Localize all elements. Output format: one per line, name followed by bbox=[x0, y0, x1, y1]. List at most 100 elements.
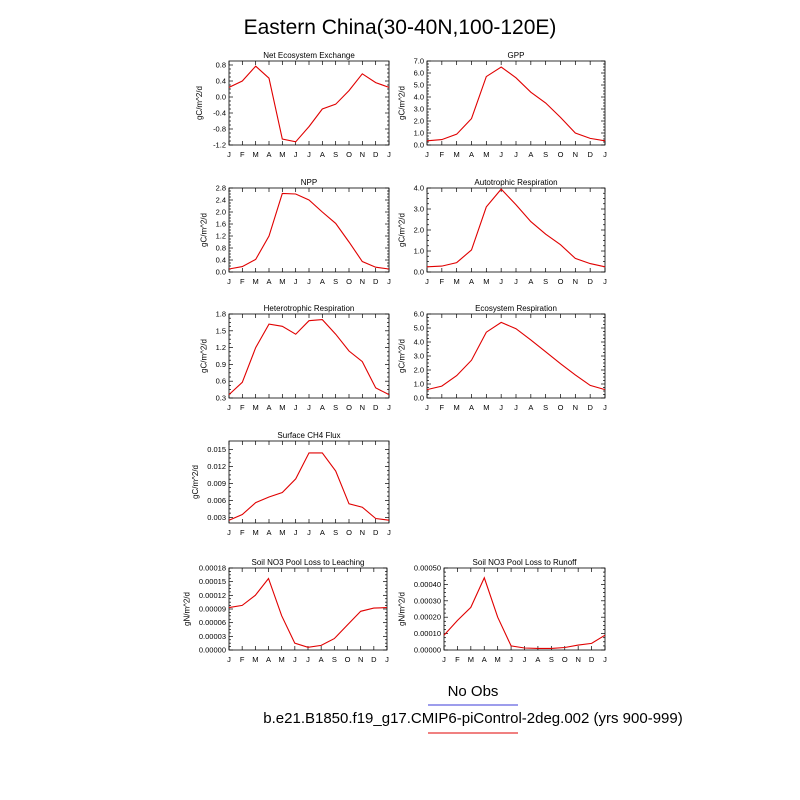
y-tick-label: 2.0 bbox=[414, 117, 424, 126]
x-tick-label: J bbox=[387, 403, 391, 412]
x-tick-label: M bbox=[454, 403, 460, 412]
panel-title: GPP bbox=[508, 51, 525, 60]
legend-label-model: b.e21.B1850.f19_g17.CMIP6-piControl-2deg… bbox=[263, 710, 682, 727]
x-tick-label: M bbox=[279, 655, 285, 664]
x-tick-label: D bbox=[371, 655, 377, 664]
figure-title: Eastern China(30-40N,100-120E) bbox=[244, 16, 557, 39]
x-tick-label: D bbox=[373, 528, 379, 537]
x-tick-label: M bbox=[454, 150, 460, 159]
x-tick-label: J bbox=[442, 655, 446, 664]
y-tick-label: 5.0 bbox=[414, 324, 424, 333]
x-tick-label: J bbox=[307, 277, 311, 286]
y-tick-label: 0.0 bbox=[216, 93, 226, 102]
x-tick-label: J bbox=[514, 403, 518, 412]
y-tick-label: 4.0 bbox=[414, 184, 424, 193]
y-tick-label: 0.00018 bbox=[199, 564, 226, 573]
x-tick-label: F bbox=[240, 277, 245, 286]
y-tick-label: 1.2 bbox=[216, 343, 226, 352]
x-tick-label: J bbox=[387, 277, 391, 286]
x-tick-label: D bbox=[373, 403, 379, 412]
x-tick-label: J bbox=[294, 277, 298, 286]
panel-4: Heterotrophic Respiration 0.3 0.6 0.9 1.2 1.5… bbox=[199, 304, 391, 412]
x-tick-label: J bbox=[306, 655, 310, 664]
x-tick-label: N bbox=[358, 655, 363, 664]
series-line bbox=[228, 452, 390, 521]
x-tick-label: J bbox=[294, 150, 298, 159]
x-tick-label: S bbox=[332, 655, 337, 664]
y-axis-label: gC/m^2/d bbox=[397, 339, 406, 373]
panels-group: Net Ecosystem Exchange -1.2 -0.8 -0.4 0.0 0.4… bbox=[183, 51, 608, 664]
y-axis-label: gC/m^2/d bbox=[397, 213, 406, 247]
x-tick-label: J bbox=[307, 150, 311, 159]
y-axis-label: gC/m^2/d bbox=[191, 465, 200, 499]
y-tick-label: 1.2 bbox=[216, 232, 226, 241]
x-tick-label: A bbox=[266, 403, 271, 412]
plot-frame bbox=[443, 567, 606, 651]
x-tick-label: O bbox=[558, 150, 564, 159]
x-tick-label: J bbox=[499, 403, 503, 412]
y-axis-label: gN/m^2/d bbox=[398, 592, 407, 626]
x-tick-label: J bbox=[387, 150, 391, 159]
y-tick-label: 0.0 bbox=[414, 394, 424, 403]
x-tick-label: J bbox=[307, 403, 311, 412]
y-tick-label: 0.00050 bbox=[414, 564, 441, 573]
x-tick-label: O bbox=[558, 277, 564, 286]
x-tick-label: M bbox=[253, 403, 259, 412]
x-tick-label: O bbox=[346, 150, 352, 159]
legend-label-obs: No Obs bbox=[448, 683, 499, 700]
x-tick-label: M bbox=[252, 655, 258, 664]
panel-8: Soil NO3 Pool Loss to Runoff 0.00000 0.000… bbox=[398, 558, 608, 664]
y-tick-label: 0.00010 bbox=[414, 629, 441, 638]
x-tick-label: J bbox=[509, 655, 513, 664]
y-tick-label: 0.8 bbox=[216, 244, 226, 253]
x-tick-label: J bbox=[385, 655, 389, 664]
x-tick-label: J bbox=[514, 277, 518, 286]
y-tick-label: 5.0 bbox=[414, 81, 424, 90]
plot-frame bbox=[426, 313, 606, 399]
x-tick-label: S bbox=[543, 277, 548, 286]
y-tick-label: 4.0 bbox=[414, 338, 424, 347]
x-tick-label: M bbox=[495, 655, 501, 664]
x-tick-label: D bbox=[373, 150, 379, 159]
y-tick-label: 0.8 bbox=[216, 61, 226, 70]
y-tick-label: 1.5 bbox=[216, 326, 226, 335]
x-tick-label: J bbox=[603, 277, 607, 286]
x-tick-label: J bbox=[499, 150, 503, 159]
x-tick-label: M bbox=[253, 277, 259, 286]
y-tick-label: 0.00012 bbox=[199, 591, 226, 600]
panel-0: Net Ecosystem Exchange -1.2 -0.8 -0.4 0.0 0.4… bbox=[195, 51, 391, 159]
x-tick-label: J bbox=[603, 655, 607, 664]
x-tick-label: J bbox=[425, 277, 429, 286]
x-tick-label: F bbox=[440, 150, 445, 159]
y-tick-label: 0.00003 bbox=[199, 632, 226, 641]
panel-5: Ecosystem Respiration 0.0 1.0 2.0 3.0 4.0 5.0 6… bbox=[397, 304, 607, 412]
y-axis-label: gC/m^2/d bbox=[199, 339, 208, 373]
series-line bbox=[426, 66, 606, 142]
x-tick-label: F bbox=[440, 277, 445, 286]
x-tick-label: A bbox=[266, 277, 271, 286]
y-tick-label: 0.006 bbox=[207, 496, 226, 505]
y-tick-label: 0.3 bbox=[216, 394, 226, 403]
x-tick-label: A bbox=[469, 403, 474, 412]
x-tick-label: N bbox=[573, 277, 578, 286]
y-axis-label: gC/m^2/d bbox=[195, 86, 204, 120]
y-tick-label: 6.0 bbox=[414, 310, 424, 319]
x-tick-label: M bbox=[454, 277, 460, 286]
x-tick-label: N bbox=[360, 528, 365, 537]
x-tick-label: A bbox=[320, 277, 325, 286]
x-tick-label: A bbox=[320, 150, 325, 159]
x-tick-label: N bbox=[573, 403, 578, 412]
panel-7: Soil NO3 Pool Loss to Leaching 0.00000 0.0… bbox=[183, 558, 390, 664]
x-tick-label: M bbox=[253, 528, 259, 537]
y-tick-label: 2.0 bbox=[216, 208, 226, 217]
y-tick-label: 0.00009 bbox=[199, 605, 226, 614]
x-tick-label: M bbox=[483, 150, 489, 159]
y-axis-label: gN/m^2/d bbox=[183, 592, 192, 626]
x-tick-label: D bbox=[589, 655, 595, 664]
y-tick-label: 7.0 bbox=[414, 57, 424, 66]
x-tick-label: J bbox=[227, 277, 231, 286]
x-tick-label: O bbox=[346, 403, 352, 412]
y-tick-label: 0.0 bbox=[216, 268, 226, 277]
x-tick-label: M bbox=[483, 277, 489, 286]
